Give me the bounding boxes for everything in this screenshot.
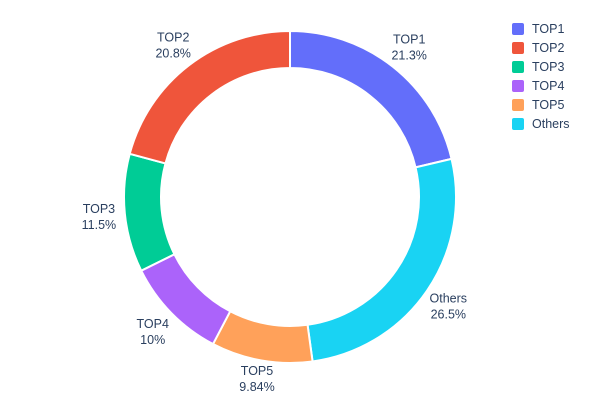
slice-label-TOP4: TOP4 10% bbox=[136, 317, 168, 347]
pie-slice-Others[interactable] bbox=[306, 157, 457, 363]
slice-label-TOP2: TOP2 20.8% bbox=[155, 31, 190, 61]
legend-item-TOP1[interactable]: TOP1 bbox=[512, 22, 570, 36]
legend-marker bbox=[512, 118, 524, 130]
legend-label: TOP5 bbox=[532, 98, 565, 112]
slice-label-TOP3: TOP3 11.5% bbox=[82, 202, 117, 232]
pie-slice-TOP1[interactable] bbox=[289, 29, 453, 169]
pie-slice-TOP3[interactable] bbox=[123, 152, 176, 273]
legend-item-TOP5[interactable]: TOP5 bbox=[512, 98, 570, 112]
slice-label-TOP5: TOP5 9.84% bbox=[239, 364, 274, 394]
legend-label: TOP4 bbox=[532, 79, 565, 93]
legend-item-TOP2[interactable]: TOP2 bbox=[512, 41, 570, 55]
legend-label: TOP2 bbox=[532, 41, 565, 55]
legend-marker bbox=[512, 61, 524, 73]
legend-label: TOP3 bbox=[532, 60, 565, 74]
legend-item-TOP4[interactable]: TOP4 bbox=[512, 79, 570, 93]
legend-marker bbox=[512, 42, 524, 54]
legend-label: Others bbox=[532, 117, 570, 131]
legend-marker bbox=[512, 23, 524, 35]
legend-item-Others[interactable]: Others bbox=[512, 117, 570, 131]
legend: TOP1 TOP2 TOP3 TOP4 TOP5 Others bbox=[512, 22, 570, 131]
slice-label-TOP1: TOP1 21.3% bbox=[391, 33, 426, 63]
slice-label-Others: Others 26.5% bbox=[430, 292, 468, 322]
pie-slice-TOP5[interactable] bbox=[211, 309, 314, 364]
legend-label: TOP1 bbox=[532, 22, 565, 36]
pie-slice-TOP2[interactable] bbox=[128, 29, 291, 165]
legend-marker bbox=[512, 80, 524, 92]
legend-marker bbox=[512, 99, 524, 111]
legend-item-TOP3[interactable]: TOP3 bbox=[512, 60, 570, 74]
